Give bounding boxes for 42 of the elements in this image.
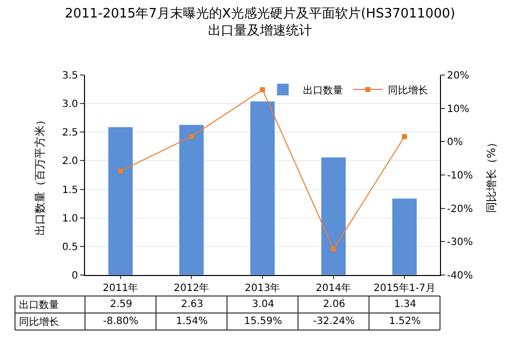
y2-tick-label: 0% xyxy=(447,137,463,148)
data-label: 15.59% xyxy=(244,316,282,327)
text: 出口数量 xyxy=(19,300,59,311)
x-tick-label: 2015年1-7月 xyxy=(374,282,436,294)
data-label: 2.06 xyxy=(323,299,346,310)
point xyxy=(189,134,194,140)
y2-tick-label: -30% xyxy=(447,237,473,248)
y-tick-label: 0.5 xyxy=(62,242,78,253)
y2-tick-label: 10% xyxy=(447,104,470,115)
legend-label: 出口数量 xyxy=(302,84,343,96)
y-tick-label: 3.0 xyxy=(62,99,78,110)
y-tick-label: 2.5 xyxy=(62,128,78,139)
y-tick-label: 2.0 xyxy=(62,156,78,168)
y2-tick-label: -40% xyxy=(447,270,473,282)
x-tick-label: 2012年 xyxy=(174,282,210,294)
point xyxy=(402,134,407,140)
y2-axis-title: 同比增长（%） xyxy=(485,136,498,214)
data-label: 3.04 xyxy=(252,299,274,310)
x-tick-label: 2011年 xyxy=(102,282,138,294)
chart-title: 2011-2015年7月末曝光的X光感光硬片及平面软片(HS37011000) 出口量及增速统计 xyxy=(64,6,456,38)
data-label: 2.59 xyxy=(110,299,132,310)
y-tick-label: 1.0 xyxy=(62,213,78,224)
data-label: -32.24% xyxy=(313,316,355,327)
y-tick-label: 0 xyxy=(72,270,78,282)
point xyxy=(118,168,123,174)
data-label: -8.80% xyxy=(103,316,138,327)
y-tick-label: 3.5 xyxy=(62,70,78,82)
y2-tick-label: 20% xyxy=(447,70,470,82)
text: 同比增长 xyxy=(19,317,59,328)
y-axis-title: 出口数量（百万平方米） xyxy=(34,114,47,236)
x-tick-label: 2013年 xyxy=(244,282,280,294)
data-label: 2.63 xyxy=(181,299,204,310)
y2-tick-label: -20% xyxy=(447,204,473,215)
legend-label: 同比增长 xyxy=(388,84,428,96)
y-tick-label: 1.5 xyxy=(62,184,78,196)
data-label: 1.34 xyxy=(394,299,416,310)
point xyxy=(331,246,336,252)
data-label: 1.52% xyxy=(389,316,421,327)
y2-tick-label: -10% xyxy=(447,170,473,182)
point xyxy=(260,87,265,92)
x-tick-label: 2014年 xyxy=(316,282,352,294)
data-label: 1.54% xyxy=(176,316,208,327)
